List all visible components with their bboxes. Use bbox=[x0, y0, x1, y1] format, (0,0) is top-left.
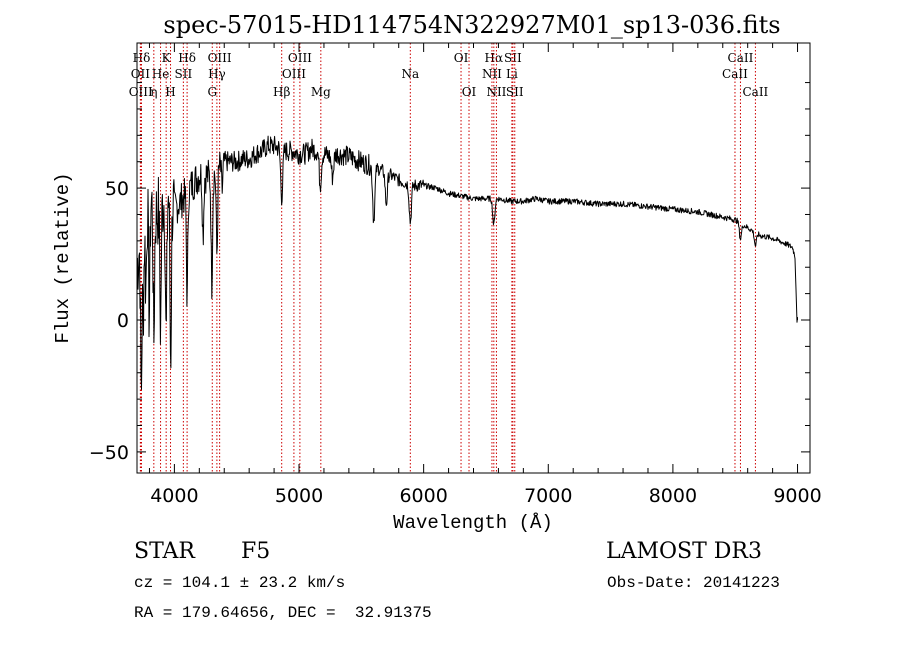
axis-ticks: 4000 5000 6000 7000 8000 9000 −50 0 50 bbox=[89, 43, 822, 507]
marker-label: SII bbox=[504, 51, 522, 65]
x-tick-label: 8000 bbox=[649, 485, 697, 507]
object-class: STAR bbox=[134, 539, 195, 564]
x-tick-label: 4000 bbox=[150, 485, 198, 507]
marker-label: H bbox=[165, 85, 175, 99]
y-tick-label: 50 bbox=[105, 178, 129, 200]
x-tick-label: 7000 bbox=[524, 485, 572, 507]
marker-label: OIII bbox=[129, 85, 153, 99]
marker-label: CaII bbox=[722, 67, 748, 81]
marker-label: Na bbox=[401, 67, 419, 81]
redshift-velocity: cz = 104.1 ± 23.2 km/s bbox=[134, 574, 346, 592]
x-axis-label: Wavelength (Å) bbox=[393, 512, 553, 534]
y-tick-label: −50 bbox=[89, 442, 129, 464]
marker-label: Hγ bbox=[208, 67, 226, 81]
marker-label: Hβ bbox=[273, 85, 290, 99]
object-subclass: F5 bbox=[241, 539, 271, 564]
marker-label: OI bbox=[454, 51, 469, 65]
survey-name: LAMOST DR3 bbox=[606, 539, 762, 564]
observation-date: Obs-Date: 20141223 bbox=[607, 574, 780, 592]
x-tick-label: 6000 bbox=[399, 485, 447, 507]
marker-label: SII bbox=[506, 85, 524, 99]
marker-label: Hδ bbox=[178, 51, 196, 65]
marker-label: Hα bbox=[485, 51, 504, 65]
marker-label: G bbox=[207, 85, 217, 99]
plot-frame bbox=[136, 42, 811, 474]
marker-label: η bbox=[150, 85, 157, 99]
marker-label: SII bbox=[175, 67, 193, 81]
marker-label: OII bbox=[131, 67, 151, 81]
marker-label: NII bbox=[486, 85, 506, 99]
x-tick-label: 5000 bbox=[275, 485, 323, 507]
y-tick-label: 0 bbox=[117, 310, 129, 332]
marker-label: Hδ bbox=[133, 51, 151, 65]
marker-label: OIII bbox=[282, 67, 306, 81]
spectrum-series bbox=[136, 135, 798, 390]
marker-label: He bbox=[152, 67, 170, 81]
chart-title: spec-57015-HD114754N322927M01_sp13-036.f… bbox=[163, 11, 780, 39]
marker-label: CaII bbox=[742, 85, 768, 99]
marker-label: Li bbox=[506, 67, 518, 81]
line-markers: Hδ OII OIII K He η H Hδ SII OIII Hγ G Hβ OIII OIII Mg Na… bbox=[129, 43, 769, 473]
y-axis-label: Flux (relative) bbox=[52, 172, 74, 343]
marker-label: NII bbox=[482, 67, 502, 81]
marker-label: OI bbox=[462, 85, 477, 99]
coordinates: RA = 179.64656, DEC = 32.91375 bbox=[134, 604, 432, 622]
spectrum-line bbox=[136, 135, 798, 390]
marker-label: K bbox=[162, 51, 172, 65]
marker-label: OIII bbox=[288, 51, 312, 65]
marker-label: OIII bbox=[208, 51, 232, 65]
marker-label: CaII bbox=[728, 51, 754, 65]
x-tick-label: 9000 bbox=[773, 485, 821, 507]
marker-label: Mg bbox=[311, 85, 331, 99]
